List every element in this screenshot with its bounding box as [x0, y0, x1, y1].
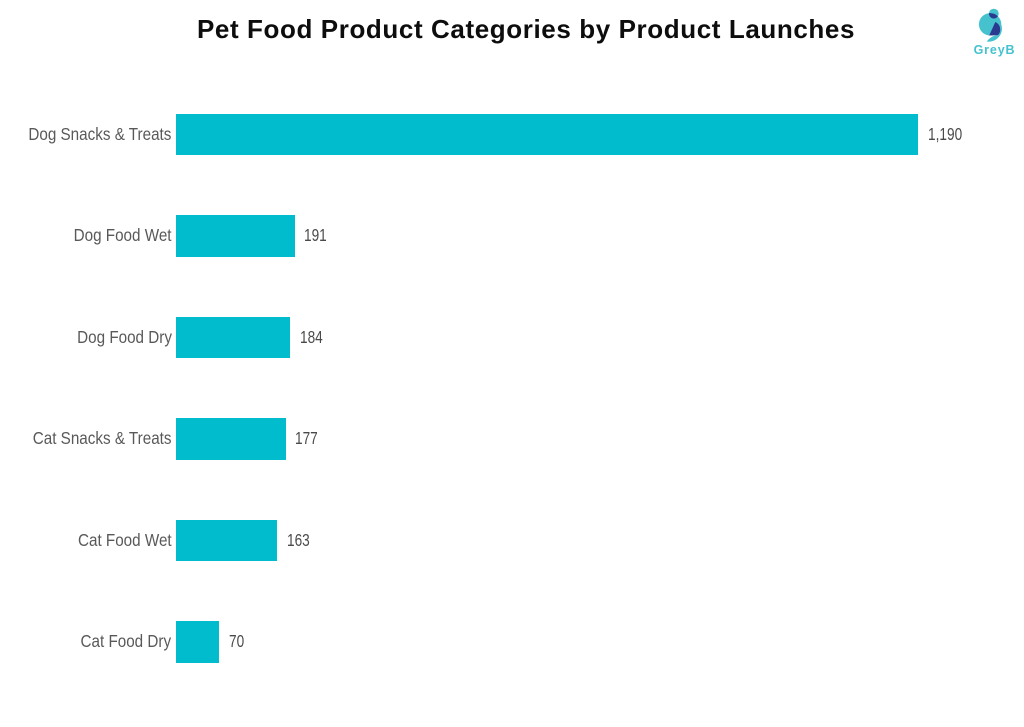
category-label: Cat Food Dry — [80, 631, 172, 652]
value-label: 163 — [286, 529, 310, 550]
category-label: Dog Food Dry — [76, 326, 172, 347]
category-label: Dog Snacks & Treats — [28, 123, 172, 144]
category-label: Cat Food Wet — [77, 529, 172, 550]
category-label: Dog Food Wet — [73, 225, 172, 246]
greyb-logo: GreyB — [965, 0, 1024, 60]
bar[interactable] — [175, 113, 918, 155]
bar[interactable] — [175, 519, 278, 562]
chart-title: Pet Food Product Categories by Product L… — [196, 14, 856, 44]
greyb-logo-mark — [978, 8, 1002, 42]
bar-row: Dog Food Wet 191 — [0, 215, 1024, 257]
value-label: 1,190 — [927, 123, 962, 144]
bar[interactable] — [175, 621, 220, 663]
bar-row: Dog Snacks & Treats 1,190 — [0, 113, 1024, 155]
greyb-logo-text: GreyB — [973, 42, 1016, 57]
bar-row: Dog Food Dry 184 — [0, 316, 1024, 359]
value-label: 191 — [304, 225, 327, 246]
bar-row: Cat Food Wet 163 — [0, 519, 1024, 562]
bar-row: Cat Snacks & Treats 177 — [0, 418, 1024, 460]
value-label: 184 — [299, 326, 323, 347]
value-label: 177 — [295, 428, 319, 449]
value-label: 70 — [228, 631, 244, 652]
bar[interactable] — [175, 215, 295, 257]
bar[interactable] — [175, 418, 286, 460]
bar-row: Cat Food Dry 70 — [0, 621, 1024, 663]
bar[interactable] — [175, 316, 291, 359]
category-label: Cat Snacks & Treats — [32, 428, 172, 449]
